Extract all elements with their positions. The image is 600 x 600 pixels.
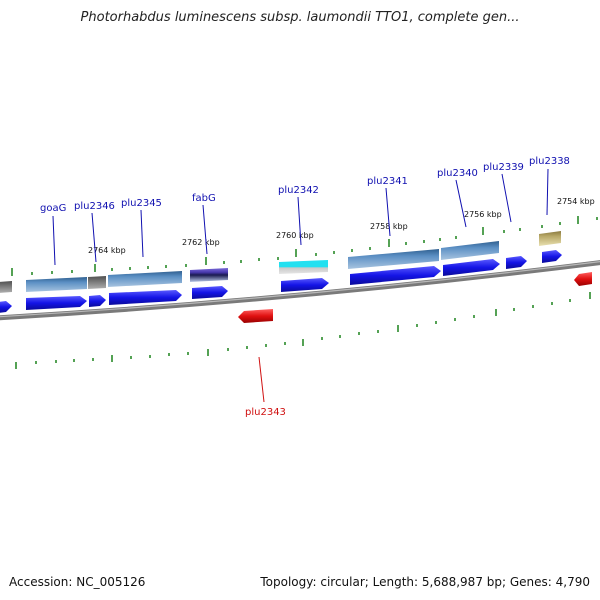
feature-bar-plu2345[interactable]	[108, 271, 182, 287]
gene-label-plu2341[interactable]: plu2341	[367, 176, 408, 187]
scale-label-2756: 2756 kbp	[464, 210, 502, 219]
gene-label-fabG[interactable]: fabG	[192, 193, 216, 204]
scale-label-2762: 2762 kbp	[182, 238, 220, 247]
gene-label-goaG[interactable]: goaG	[40, 203, 66, 214]
gene-label-plu2342[interactable]: plu2342	[278, 185, 319, 196]
cds-arrow-plu2346[interactable]	[89, 295, 106, 307]
gene-label-plu2346[interactable]: plu2346	[74, 201, 115, 212]
feature-bar-fabG[interactable]	[190, 268, 228, 282]
topology-label: Topology: circular; Length: 5,688,987 bp…	[260, 575, 590, 589]
feature-bar-plu2346[interactable]	[88, 276, 106, 289]
scale-label-2754: 2754 kbp	[557, 197, 595, 206]
cds-arrow-plu2343[interactable]	[238, 309, 273, 323]
cds-arrow-plu2345[interactable]	[109, 290, 182, 305]
feature-bar-plu2338[interactable]	[539, 231, 561, 246]
cds-arrow-fabG[interactable]	[192, 286, 228, 299]
cds-arrow-goaG[interactable]	[26, 296, 87, 310]
gene-label-plu2339[interactable]: plu2339	[483, 162, 524, 173]
feature-bar-plu2340[interactable]	[441, 241, 499, 260]
cds-arrow-plu2338[interactable]	[542, 250, 562, 263]
feature-bar-goaG[interactable]	[26, 277, 87, 292]
cds-arrow-plu2342[interactable]	[281, 278, 329, 292]
gene-label-plu2343[interactable]: plu2343	[245, 407, 286, 418]
accession-label: Accession: NC_005126	[9, 575, 145, 589]
gene-label-plu2338[interactable]: plu2338	[529, 156, 570, 167]
gene-label-plu2345[interactable]: plu2345	[121, 198, 162, 209]
scale-label-2764: 2764 kbp	[88, 246, 126, 255]
scale-label-2760: 2760 kbp	[276, 231, 314, 240]
cds-arrow-right-edge[interactable]	[574, 272, 592, 286]
feature-bar-plu2341[interactable]	[348, 249, 439, 269]
cds-arrow-plu2339[interactable]	[506, 256, 527, 269]
feature-bar-left-edge[interactable]	[0, 281, 12, 293]
gene-label-plu2340[interactable]: plu2340	[437, 168, 478, 179]
cds-arrow-left-edge[interactable]	[0, 301, 12, 313]
feature-bar-plu2342[interactable]	[279, 260, 328, 274]
